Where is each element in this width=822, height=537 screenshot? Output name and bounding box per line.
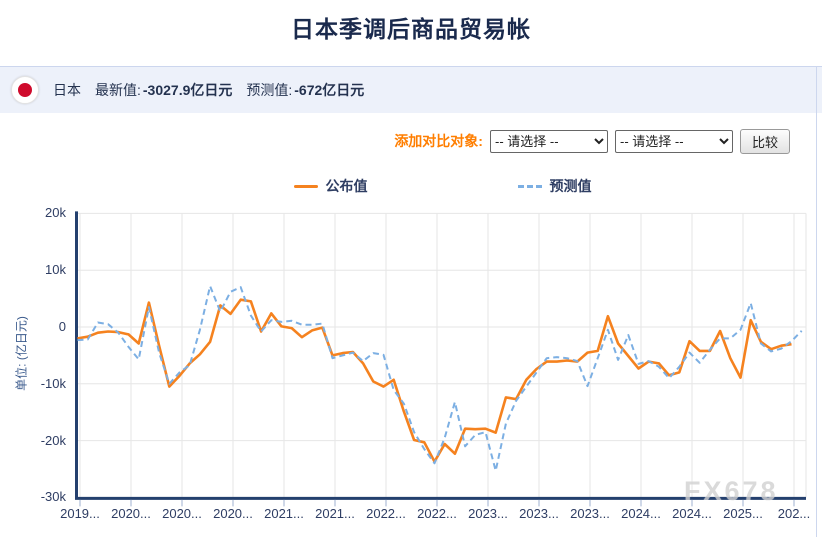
compare-label: 添加对比对象: <box>394 133 483 149</box>
compare-row: 添加对比对象: -- 请选择 -- -- 请选择 -- 比较 <box>0 128 790 154</box>
legend-item-published: 公布值 <box>293 176 368 196</box>
y-tick-label: 10k <box>45 262 66 278</box>
latest-value: -3027.9亿日元 <box>142 82 233 98</box>
page-title: 日本季调后商品贸易帐 <box>291 16 531 42</box>
series-公布值 <box>77 298 792 463</box>
chart-legend: 公布值 预测值 <box>75 176 810 196</box>
y-tick-label: 20k <box>45 205 66 221</box>
x-tick-label: 2021... <box>264 506 304 521</box>
chart-plot <box>75 211 807 507</box>
y-axis-title: 单位: (亿日元) <box>14 316 29 391</box>
x-tick-label: 2022... <box>366 506 406 521</box>
compare-select-1[interactable]: -- 请选择 -- <box>489 129 608 153</box>
x-tick-label: 2023... <box>468 506 508 521</box>
japan-flag-icon <box>11 76 39 104</box>
y-tick-label: -20k <box>40 432 66 448</box>
x-tick-label: 2020... <box>162 506 202 521</box>
compare-select-2[interactable]: -- 请选择 -- <box>614 129 733 153</box>
x-tick-label: 202... <box>777 506 811 521</box>
series-预测值 <box>77 285 803 472</box>
legend-item-forecast: 预测值 <box>517 176 592 196</box>
x-tick-label: 2023... <box>519 506 559 521</box>
legend-forecast-label: 预测值 <box>549 178 592 194</box>
y-tick-label: 0 <box>58 319 66 334</box>
x-tick-label: 2020... <box>213 506 253 521</box>
y-tick-label: -10k <box>40 375 66 391</box>
x-tick-label: 2024... <box>672 506 712 521</box>
x-tick-label: 2024... <box>621 506 661 521</box>
page-border-right <box>816 66 817 537</box>
forecast-label: 预测值: <box>246 82 293 98</box>
x-tick-label: 2022... <box>417 506 457 521</box>
compare-button[interactable]: 比较 <box>739 128 790 154</box>
latest-label: 最新值: <box>95 82 141 98</box>
x-tick-label: 2021... <box>315 506 355 521</box>
watermark: FX678 <box>684 476 779 506</box>
forecast-value: -672亿日元 <box>294 82 365 98</box>
y-tick-label: -30k <box>40 489 66 505</box>
x-tick-label: 2025... <box>723 506 763 521</box>
published-line-swatch <box>293 184 318 188</box>
info-bar: 日本 最新值: -3027.9亿日元 预测值: -672亿日元 <box>0 66 822 113</box>
x-tick-label: 2023... <box>570 506 610 521</box>
x-tick-label: 2019... <box>60 506 100 521</box>
x-tick-label: 2020... <box>111 506 151 521</box>
country-label: 日本 <box>53 82 81 98</box>
legend-published-label: 公布值 <box>325 178 368 194</box>
forecast-line-swatch <box>517 184 542 188</box>
